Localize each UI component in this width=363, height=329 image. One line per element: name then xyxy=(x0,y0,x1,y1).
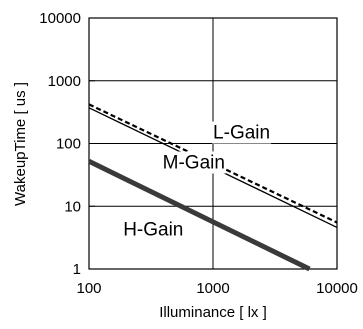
y-tick-label: 10000 xyxy=(39,10,81,27)
y-tick-label: 10 xyxy=(64,198,81,215)
series-labels: L-Gain M-Gain H-Gain xyxy=(122,121,272,241)
series-label-bg xyxy=(122,218,185,241)
x-tick-label: 1000 xyxy=(196,280,229,297)
h-gain-label: H-Gain xyxy=(123,220,183,241)
x-tick-label: 10000 xyxy=(316,280,358,297)
series-label-bg xyxy=(212,121,272,144)
x-tick-labels: 100 1000 10000 xyxy=(76,263,358,297)
y-tick-labels: 1 10 100 1000 10000 xyxy=(39,10,95,278)
x-axis-title: Illuminance [ lx ] xyxy=(159,304,267,321)
series-label-bg xyxy=(161,151,226,174)
l-gain-label: L-Gain xyxy=(213,123,270,144)
y-tick-label: 1 xyxy=(73,261,81,278)
m-gain-label: M-Gain xyxy=(163,152,225,173)
y-axis-title: WakeupTime [ us ] xyxy=(12,82,29,206)
y-tick-label: 100 xyxy=(56,136,81,153)
h-gain-line xyxy=(87,159,311,272)
x-tick-label: 100 xyxy=(76,280,101,297)
y-tick-label: 1000 xyxy=(48,73,81,90)
